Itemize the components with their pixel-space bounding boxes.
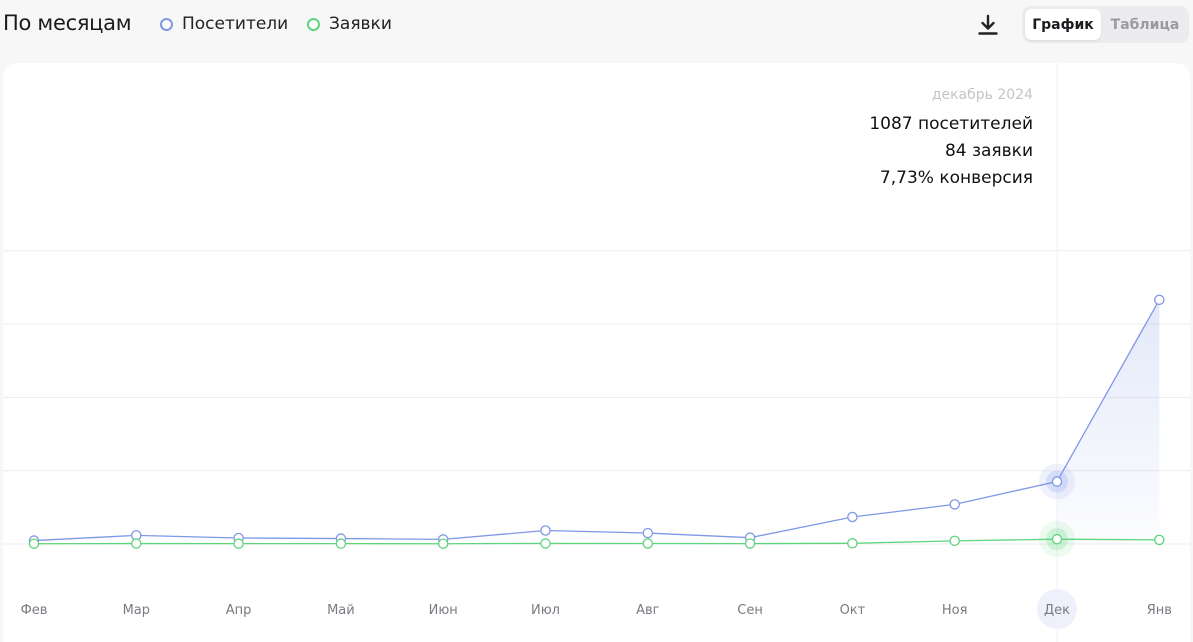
- data-point-visitors: [540, 525, 551, 536]
- tab-chart[interactable]: График: [1025, 9, 1101, 40]
- legend-item-requests[interactable]: Заявки: [307, 14, 392, 34]
- view-toggle: График Таблица: [1022, 6, 1189, 43]
- download-icon: [978, 14, 998, 35]
- data-point-visitors: [949, 499, 960, 510]
- data-point-requests: [335, 538, 347, 549]
- data-point-requests: [131, 538, 142, 549]
- data-point-visitors: [1051, 476, 1063, 487]
- tooltip-date: декабрь 2024: [931, 87, 1033, 103]
- line-chart[interactable]: Фев Мар Апр Май Июн Июл Авг Сен Окт Ноя Дек Янв: [3, 63, 1190, 642]
- x-tick-label: Авг: [636, 603, 660, 618]
- chart-card: Фев Мар Апр Май Июн Июл Авг Сен Окт Ноя Дек Янв дек…: [3, 63, 1190, 642]
- data-point-visitors: [642, 527, 654, 539]
- data-point-requests: [949, 535, 960, 547]
- data-point-requests: [233, 538, 244, 549]
- tooltip-conversion: 7,73% конверсия: [879, 168, 1033, 188]
- data-point-requests: [847, 538, 858, 549]
- download-button[interactable]: [972, 10, 1004, 40]
- tab-table[interactable]: Таблица: [1110, 16, 1180, 33]
- legend-label-visitors: Посетители: [182, 14, 289, 34]
- x-tick-label: Дек: [1044, 603, 1070, 618]
- x-tick-label: Янв: [1147, 603, 1172, 618]
- data-point-requests: [540, 538, 551, 549]
- legend-marker-requests: [307, 17, 320, 31]
- data-point-visitors: [847, 511, 858, 523]
- data-point-requests: [437, 538, 449, 549]
- tooltip-requests: 84 заявки: [944, 141, 1033, 161]
- x-tick-label: Ноя: [942, 603, 968, 618]
- data-point-requests: [28, 538, 40, 549]
- legend-label-requests: Заявки: [329, 14, 392, 34]
- data-point-requests: [1051, 533, 1063, 545]
- x-tick-highlight: [1037, 589, 1077, 629]
- data-point-requests: [642, 538, 654, 549]
- x-tick-label: Мар: [123, 603, 150, 618]
- highlight-area: [1057, 299, 1160, 544]
- chart-tooltip: декабрь 2024 1087 посетителей 84 заявки …: [869, 87, 1033, 192]
- page-title: По месяцам: [3, 11, 132, 35]
- chart-header: По месяцам Посетители Заявки График Табл…: [0, 0, 1193, 50]
- x-tick-label: Май: [327, 603, 355, 618]
- x-tick-label: Сен: [737, 603, 763, 618]
- x-tick-label: Июл: [531, 603, 560, 618]
- x-tick-label: Апр: [226, 603, 252, 618]
- x-tick-label: Окт: [840, 603, 866, 618]
- legend-item-visitors[interactable]: Посетители: [160, 14, 288, 34]
- x-tick-label: Фев: [21, 603, 48, 618]
- x-tick-label: Июн: [429, 603, 458, 618]
- legend-marker-visitors: [160, 17, 173, 31]
- data-point-visitors: [1154, 294, 1165, 306]
- data-point-requests: [744, 538, 756, 549]
- series-line-requests: [33, 538, 1160, 545]
- data-point-requests: [1154, 534, 1165, 546]
- tooltip-visitors: 1087 посетителей: [869, 114, 1033, 134]
- series-line-visitors: [33, 299, 1160, 542]
